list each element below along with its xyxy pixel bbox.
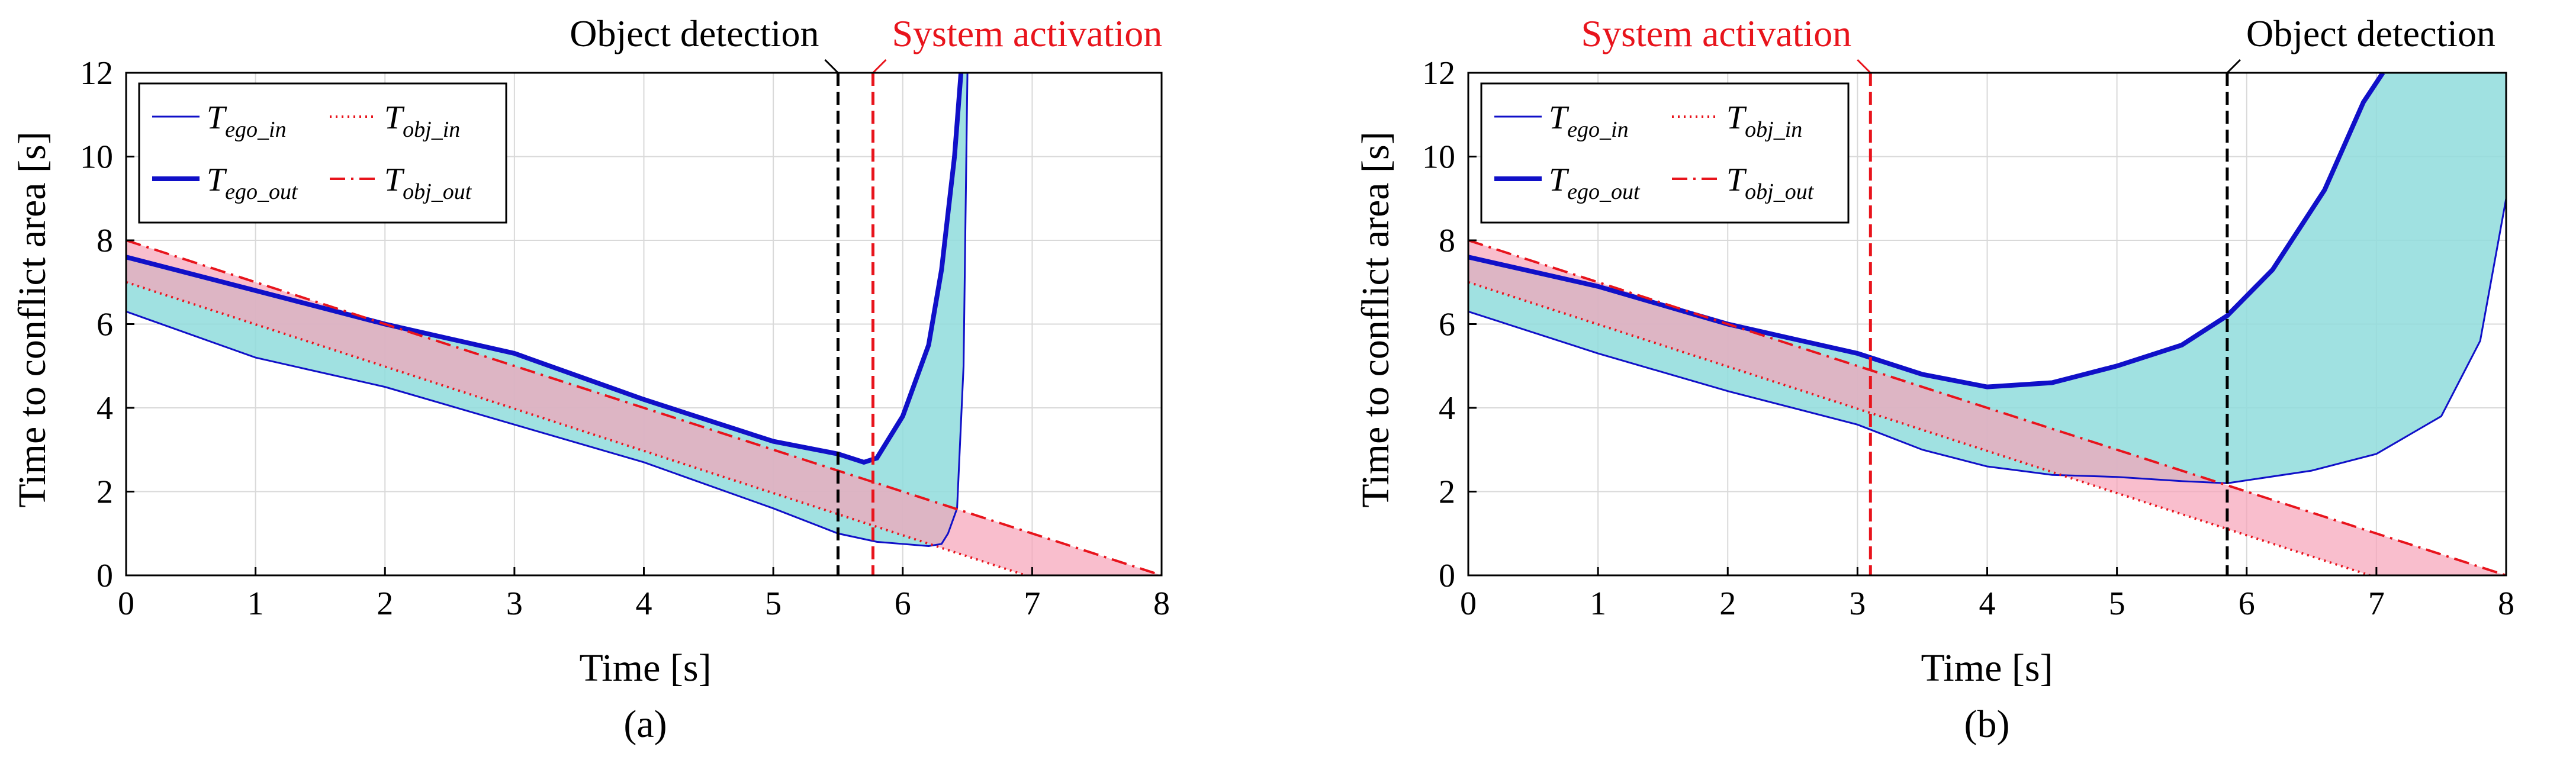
series-line-obj-in [126,281,1027,575]
ego-window-area [1468,73,2506,484]
x-tick-label: 8 [2498,585,2514,622]
legend-entry: Tego_in [207,99,287,142]
system-activation-label: System activation [892,12,1162,54]
chart-panel-b: Time to conflict area [s] Time [s] (b) S… [1354,12,2514,746]
y-tick-label: 4 [1439,390,1455,427]
legend-entry: Tego_out [207,162,298,204]
x-tick-label: 2 [377,585,393,622]
annotation-leader [2226,59,2241,74]
series-line-ego-out [1468,73,2385,389]
x-tick-label: 6 [895,585,911,622]
y-tick-label: 2 [97,474,113,511]
x-tick-label: 6 [2239,585,2255,622]
legend-entry: Tobj_in [384,99,460,142]
object-detection-label: Object detection [570,12,819,54]
y-tick-label: 0 [97,558,113,594]
x-tick-label: 2 [1719,585,1736,622]
series-line-obj-out [126,239,1162,575]
x-tick-label: 1 [1590,585,1606,622]
y-tick-label: 8 [97,223,113,259]
series-line-obj-out [1468,239,2506,575]
x-tick-label: 3 [1849,585,1866,622]
y-tick-label: 6 [1439,307,1455,343]
series-line-obj-in [1468,281,2371,575]
x-tick-label: 3 [506,585,523,622]
series-line-ego-out [126,73,964,465]
x-tick-label: 0 [1460,585,1477,622]
plot-area [1468,73,2506,575]
legend-entry: Tobj_out [384,162,472,204]
annotation-leader [824,59,839,74]
panel-label: (b) [1964,703,2010,746]
y-tick-label: 2 [1439,474,1455,511]
plot-area [126,73,1162,575]
y-tick-label: 6 [97,307,113,343]
x-tick-label: 7 [2368,585,2385,622]
system-activation-label: System activation [1581,12,1851,54]
legend-box [1480,82,1850,224]
y-tick-label: 0 [1439,558,1455,594]
x-tick-label: 0 [118,585,134,622]
y-tick-label: 8 [1439,223,1455,259]
x-tick-label: 5 [765,585,782,622]
annotation-leader [1857,59,1871,74]
x-axis-label: Time [s] [579,646,711,690]
y-tick-label: 12 [80,55,113,92]
object-detection-label: Object detection [2246,12,2495,54]
y-axis-label: Time to conflict area [s] [1354,131,1397,507]
legend-entry: Tobj_in [1726,99,1802,142]
y-tick-label: 10 [1422,139,1455,176]
annotation-leader [872,59,887,74]
y-tick-label: 4 [97,390,113,427]
x-axis-label: Time [s] [1921,646,2053,690]
y-axis-label: Time to conflict area [s] [11,131,54,507]
panel-label: (a) [623,703,667,746]
x-tick-label: 7 [1024,585,1040,622]
x-tick-label: 5 [2109,585,2125,622]
y-tick-label: 12 [1422,55,1455,92]
legend-entry: Tego_in [1549,99,1629,142]
legend-entry: Tobj_out [1726,162,1815,204]
x-tick-label: 1 [247,585,264,622]
series-line-ego-in [126,73,969,547]
x-tick-label: 4 [1979,585,1996,622]
x-tick-label: 4 [636,585,652,622]
legend-box [138,82,507,224]
legend-entry: Tego_out [1549,162,1641,204]
chart-panel-a: Time to conflict area [s] Time [s] (a) O… [11,12,1170,746]
series-line-ego-in [1468,198,2506,484]
x-tick-label: 8 [1153,585,1170,622]
y-tick-label: 10 [80,139,113,176]
